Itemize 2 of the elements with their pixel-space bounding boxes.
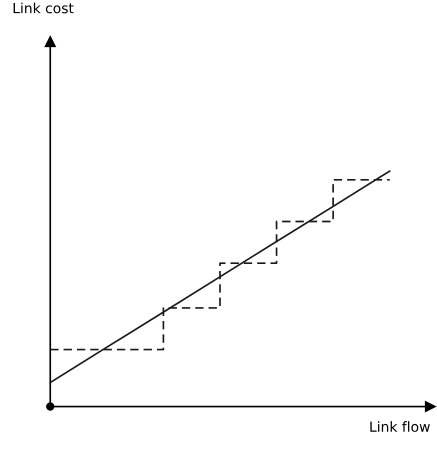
text: Link cost — [14, 2, 74, 14]
x-axis-title: Link flow — [370, 421, 430, 432]
